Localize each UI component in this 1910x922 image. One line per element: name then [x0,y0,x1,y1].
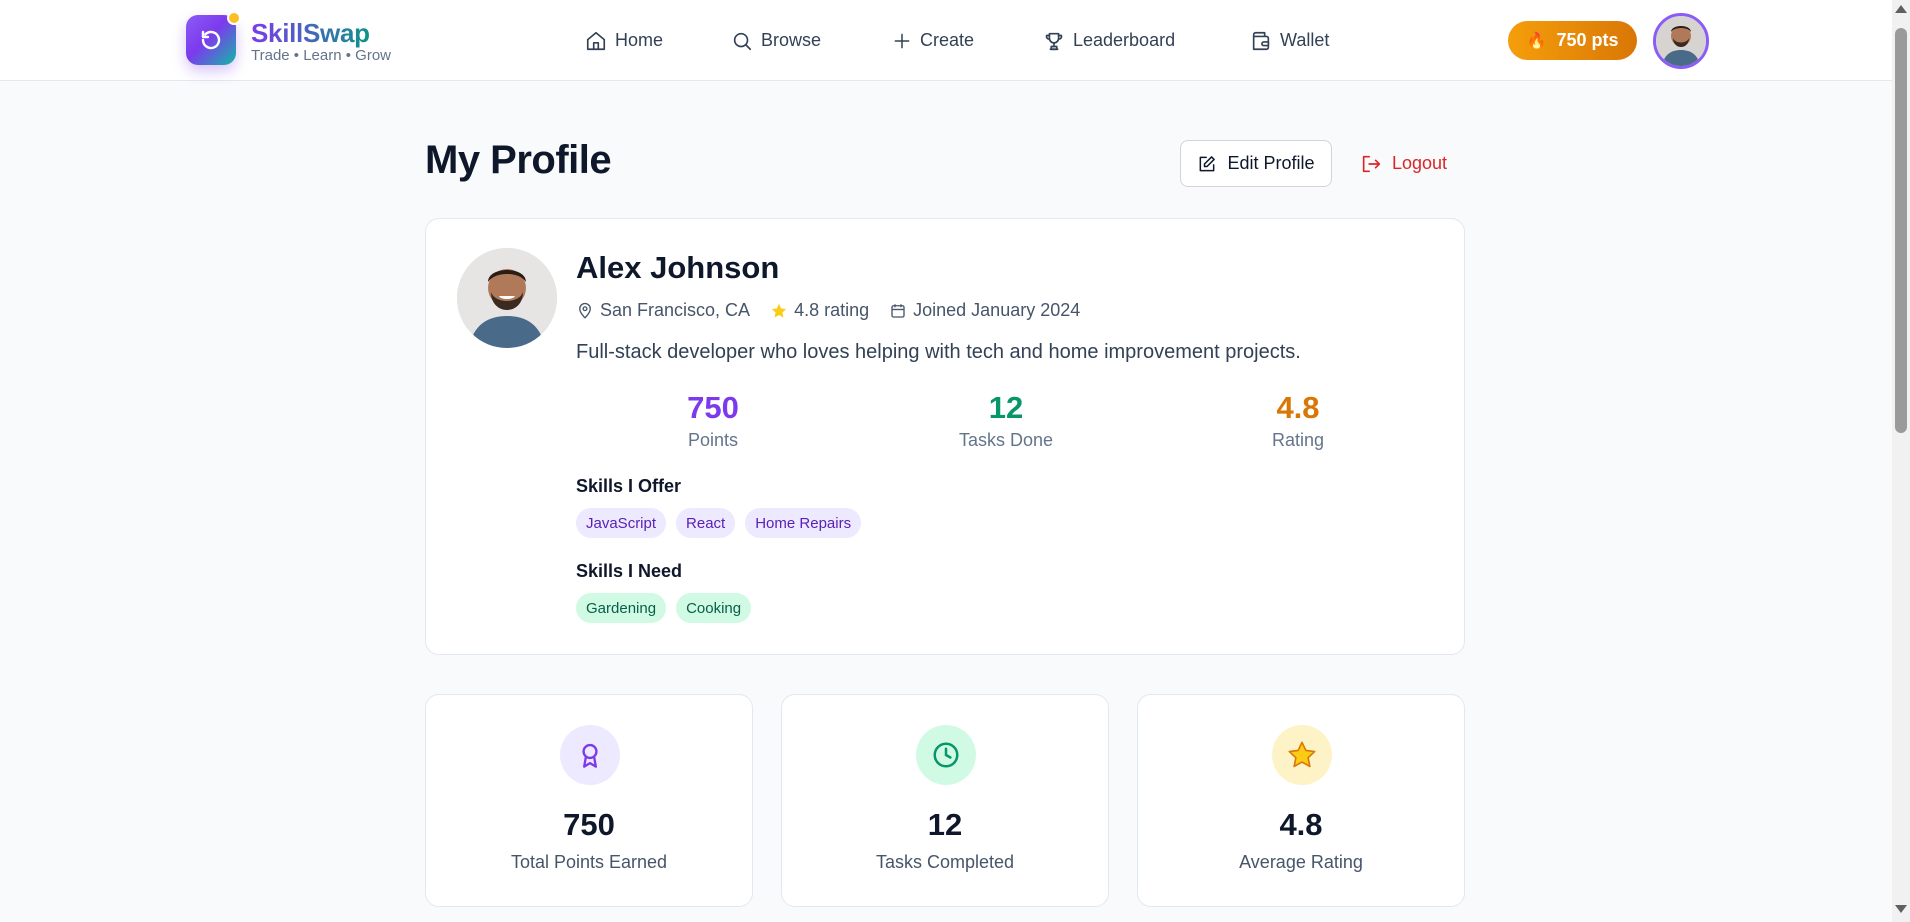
nav-home-label: Home [615,30,664,50]
star-icon [771,303,787,317]
nav-create-label: Create [920,30,975,50]
profile-stat-rating: 4.8 Rating [1198,390,1398,451]
summary-tasks-value: 12 [927,807,963,842]
skill-offer-tag[interactable]: React [676,508,736,538]
stat-points-value: 750 [687,390,739,425]
skill-offer-tag[interactable]: Home Repairs [745,508,862,538]
skill-need-tag[interactable]: Gardening [576,593,667,623]
nav-home[interactable]: Home [585,0,663,81]
skills-offer-list: JavaScript React Home Repairs [576,508,862,538]
trophy-icon [1045,32,1063,50]
profile-avatar [457,248,557,348]
logo-notification-dot [227,11,241,25]
points-badge-label: 750 pts [1556,30,1619,50]
summary-tasks-icon-wrap [916,725,976,785]
profile-location: San Francisco, CA [576,300,750,321]
points-badge[interactable]: 🔥 750 pts [1508,21,1637,60]
summary-rating-value: 4.8 [1279,807,1323,842]
refresh-swap-icon [201,30,221,50]
brand-tagline: Trade • Learn • Grow [251,47,392,64]
calendar-icon [891,303,905,318]
user-avatar-image [1656,16,1706,66]
scroll-down-arrow[interactable] [1895,905,1907,913]
summary-tasks-label: Tasks Completed [875,852,1015,872]
star-icon [1288,741,1316,768]
nav-browse-label: Browse [761,30,822,50]
stat-rating-label: Rating [1271,430,1325,450]
profile-rating-text: 4.8 rating [794,300,870,320]
nav-leaderboard[interactable]: Leaderboard [1043,0,1175,81]
profile-meta: San Francisco, CA 4.8 rating Joined Janu… [576,300,1100,321]
profile-stat-points: 750 Points [613,390,813,451]
user-avatar-menu[interactable] [1653,13,1709,69]
clock-icon [933,742,959,768]
flame-icon: 🔥 [1526,32,1547,50]
summary-card-tasks: 12 Tasks Completed [781,694,1109,907]
home-icon [586,31,606,50]
logout-icon [1362,155,1381,172]
summary-points-label: Total Points Earned [510,852,668,872]
profile-joined-text: Joined January 2024 [913,300,1081,320]
edit-profile-button[interactable]: Edit Profile [1180,140,1332,187]
profile-name: Alex Johnson [576,250,780,285]
skills-offer-heading: Skills I Offer [576,476,682,496]
nav-leaderboard-label: Leaderboard [1073,30,1176,50]
profile-bio: Full-stack developer who loves helping w… [576,341,1301,363]
stat-points-label: Points [687,430,739,450]
profile-joined: Joined January 2024 [889,300,1080,321]
stat-tasks-value: 12 [988,390,1024,425]
search-icon [733,32,752,50]
plus-icon [894,33,910,48]
profile-location-text: San Francisco, CA [600,300,751,320]
nav-browse[interactable]: Browse [731,0,821,81]
scroll-up-arrow[interactable] [1895,5,1907,13]
summary-rating-label: Average Rating [1239,852,1363,872]
logout-button[interactable]: Logout [1360,140,1447,187]
map-pin-icon [579,302,591,319]
profile-stat-tasks: 12 Tasks Done [906,390,1106,451]
summary-rating-icon-wrap [1272,725,1332,785]
nav-wallet-label: Wallet [1280,30,1330,50]
app-logo[interactable] [186,15,236,65]
wallet-icon [1252,31,1270,50]
summary-card-points: 750 Total Points Earned [425,694,753,907]
skill-need-tag[interactable]: Cooking [676,593,752,623]
nav-wallet[interactable]: Wallet [1250,0,1329,81]
scrollbar-thumb[interactable] [1895,28,1907,433]
award-icon [582,743,598,768]
summary-points-icon-wrap [560,725,620,785]
skill-offer-tag[interactable]: JavaScript [576,508,667,538]
skills-need-heading: Skills I Need [576,561,683,581]
profile-card [425,218,1465,655]
nav-create[interactable]: Create [892,0,974,81]
skills-need-list: Gardening Cooking [576,593,752,623]
brand-name[interactable]: SkillSwap [251,18,370,48]
summary-points-value: 750 [563,807,615,842]
profile-photo [457,248,557,348]
profile-rating: 4.8 rating [770,300,869,321]
logout-label: Logout [1392,153,1448,173]
edit-profile-label: Edit Profile [1227,153,1315,173]
stat-tasks-label: Tasks Done [958,430,1054,450]
stat-rating-value: 4.8 [1276,390,1320,425]
summary-card-rating: 4.8 Average Rating [1137,694,1465,907]
page-title: My Profile [425,138,612,182]
edit-icon [1200,155,1216,171]
